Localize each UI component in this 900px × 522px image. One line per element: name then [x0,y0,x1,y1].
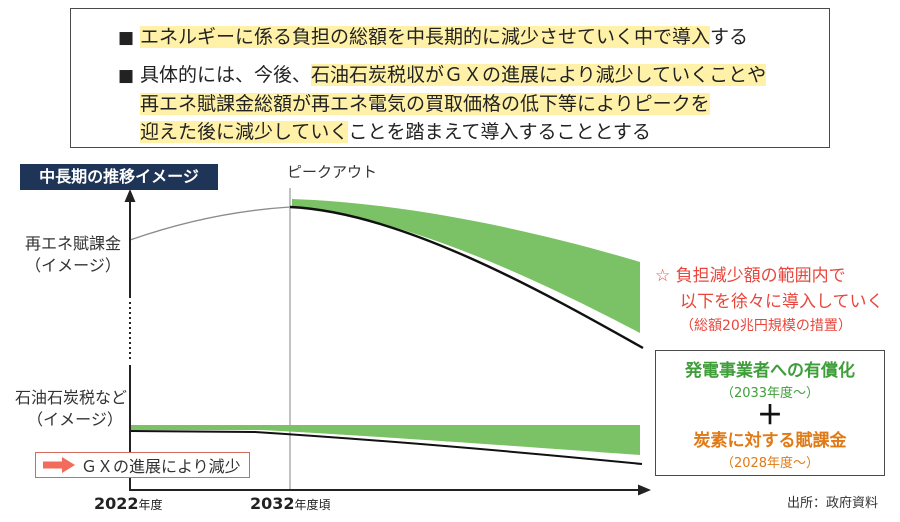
source-note: 出所：政府資料 [787,496,879,511]
annotation-line-2: 以下を徐々に導入していく [680,292,884,312]
renewable-levy-label: 再エネ賦課金 [24,234,121,253]
x-label-suffix: 年度 [138,498,163,512]
x-axis-arrowhead [638,484,651,496]
bullet-marker: ■ [118,28,135,48]
measure-1-start: （2033年度～） [720,386,820,401]
oil-coal-tax-curve [129,430,643,465]
plus-sign: ＋ [756,401,783,431]
x-label-year: 2032 [250,494,295,513]
renewable-levy-future-curve [289,205,644,350]
highlighted-text: エネルギーに係る負担の総額を中長期的に減少させていく中で導入 [140,26,711,48]
bullet-marker: ■ [118,66,135,86]
measures-box: 発電事業者への有償化 （2033年度～） ＋ 炭素に対する賦課金 （2028年度… [655,350,885,476]
arrow-right-icon [43,457,75,473]
x-label-year: 2022 [94,494,139,513]
annotation-line-1: ☆ 負担減少額の範囲内で [655,265,846,287]
measure-2-start: （2028年度～） [720,456,820,471]
renewable-levy-reduction-area [292,199,640,333]
highlighted-text: 石油石炭税収がＧＸの進展により減少していくことや [311,64,767,86]
star-icon: ☆ [655,266,671,286]
highlighted-text: 迎えた後に減少していく [140,121,349,143]
oil-coal-tax-label: 石油石炭税など [14,388,127,407]
plain-text: 具体的には、今後、 [140,64,312,86]
diagram-title: 中長期の推移イメージ [20,164,218,190]
x-label-suffix: 年度頃 [294,498,331,512]
renewable-levy-past-curve [129,206,291,241]
annotation-text: 負担減少額の範囲内で [675,266,846,286]
summary-point-2-line-2: 再エネ賦課金総額が再エネ電気の買取価格の低下等によりピークを [140,92,710,116]
measure-2-label: 炭素に対する賦課金 [693,431,847,451]
plain-text: する [710,26,749,48]
peak-out-label: ピークアウト [287,163,378,181]
decline-note-text: ＧＸの進展により減少 [81,457,241,476]
x-label-2032: 2032年度頃 [250,494,331,515]
oil-coal-tax-reduction-area [130,425,640,455]
y-axis-arrowhead [124,189,136,202]
summary-point-2-line-3: 迎えた後に減少していくことを踏まえて導入することとする [140,120,651,144]
renewable-levy-note: （イメージ） [25,256,121,275]
summary-point-2-line-1: ■ 具体的には、今後、石油石炭税収がＧＸの進展により減少していくことや [118,63,767,88]
measure-1-label: 発電事業者への有償化 [685,361,855,381]
summary-point-1: ■ エネルギーに係る負担の総額を中長期的に減少させていく中で導入する [118,25,748,50]
oil-coal-tax-note: （イメージ） [27,410,123,429]
highlighted-text: 再エネ賦課金総額が再エネ電気の買取価格の低下等によりピークを [140,93,710,115]
x-label-2022: 2022年度 [94,494,163,515]
plain-text: ことを踏まえて導入することとする [348,121,651,143]
annotation-line-3: （総額20兆円規模の措置） [680,318,852,334]
decline-note: ＧＸの進展により減少 [35,452,250,478]
